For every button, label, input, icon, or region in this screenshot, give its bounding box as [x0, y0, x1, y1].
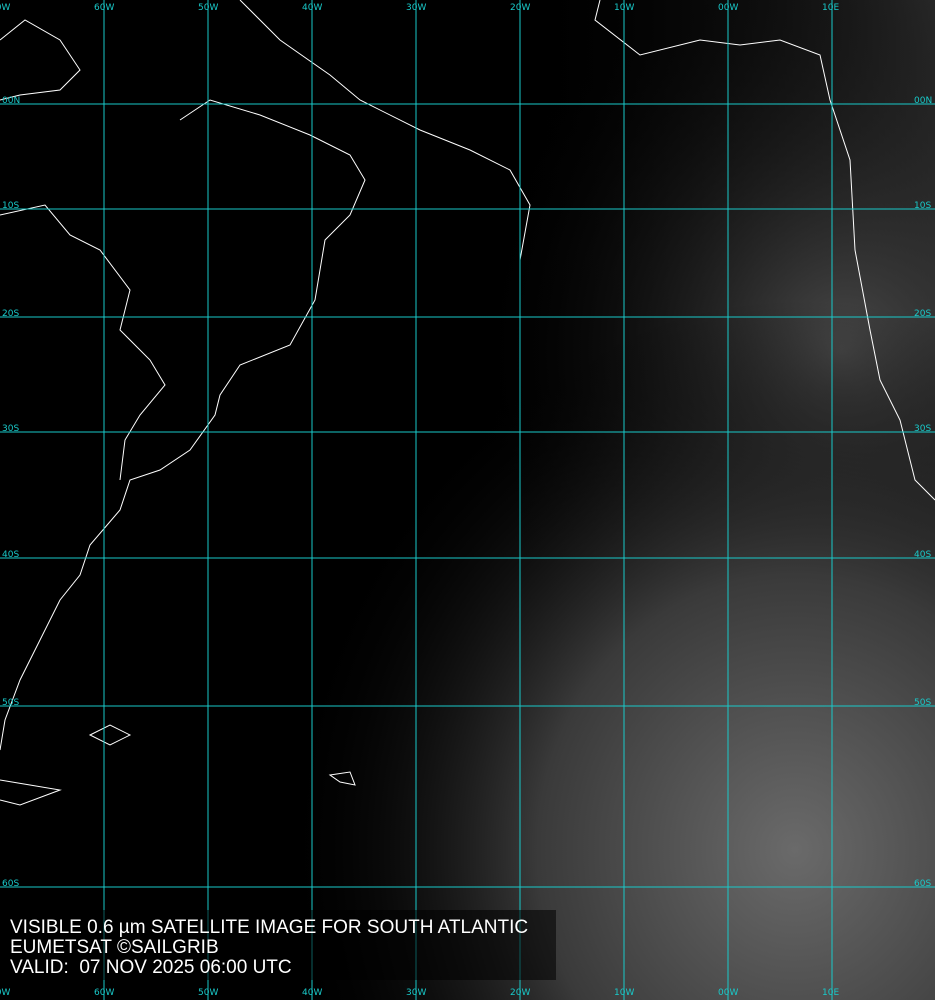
caption-source: EUMETSAT ©SAILGRIB — [10, 937, 219, 958]
lat-label-right: 30S — [914, 424, 932, 434]
lat-label-right: 40S — [914, 550, 932, 560]
lon-label-bottom: 20W — [510, 988, 531, 998]
lon-label-top: 10W — [614, 3, 635, 13]
lat-label-left: 60S — [2, 879, 20, 889]
lon-label-bottom: 40W — [302, 988, 323, 998]
lat-label-right: 20S — [914, 309, 932, 319]
lon-label-bottom: 00W — [718, 988, 739, 998]
lon-label-top: 70W — [0, 3, 11, 13]
lat-label-left: 10S — [2, 201, 20, 211]
caption-title: VISIBLE 0.6 µm SATELLITE IMAGE FOR SOUTH… — [10, 917, 529, 938]
lat-label-right: 00N — [914, 96, 933, 106]
lat-label-right: 50S — [914, 698, 932, 708]
lon-label-bottom: 30W — [406, 988, 427, 998]
lat-label-left: 30S — [2, 424, 20, 434]
image-caption: VISIBLE 0.6 µm SATELLITE IMAGE FOR SOUTH… — [0, 910, 556, 980]
lon-label-top: 50W — [198, 3, 219, 13]
lat-label-right: 60S — [914, 879, 932, 889]
lat-label-left: 00N — [2, 96, 21, 106]
lon-label-top: 60W — [94, 3, 115, 13]
lon-label-bottom: 10W — [614, 988, 635, 998]
lon-label-top: 00W — [718, 3, 739, 13]
lon-label-top: 40W — [302, 3, 323, 13]
lon-label-top: 10E — [822, 3, 840, 13]
coastlines — [0, 0, 935, 806]
lon-label-bottom: 50W — [198, 988, 219, 998]
lat-label-right: 10S — [914, 201, 932, 211]
lat-label-left: 20S — [2, 309, 20, 319]
lat-label-left: 50S — [2, 698, 20, 708]
lon-label-bottom: 10E — [822, 988, 840, 998]
lon-label-bottom: 60W — [94, 988, 115, 998]
lon-label-top: 20W — [510, 3, 531, 13]
lon-label-bottom: 70W — [0, 988, 11, 998]
lat-label-left: 40S — [2, 550, 20, 560]
lon-label-top: 30W — [406, 3, 427, 13]
caption-valid-time: VALID: 07 NOV 2025 06:00 UTC — [10, 957, 292, 978]
